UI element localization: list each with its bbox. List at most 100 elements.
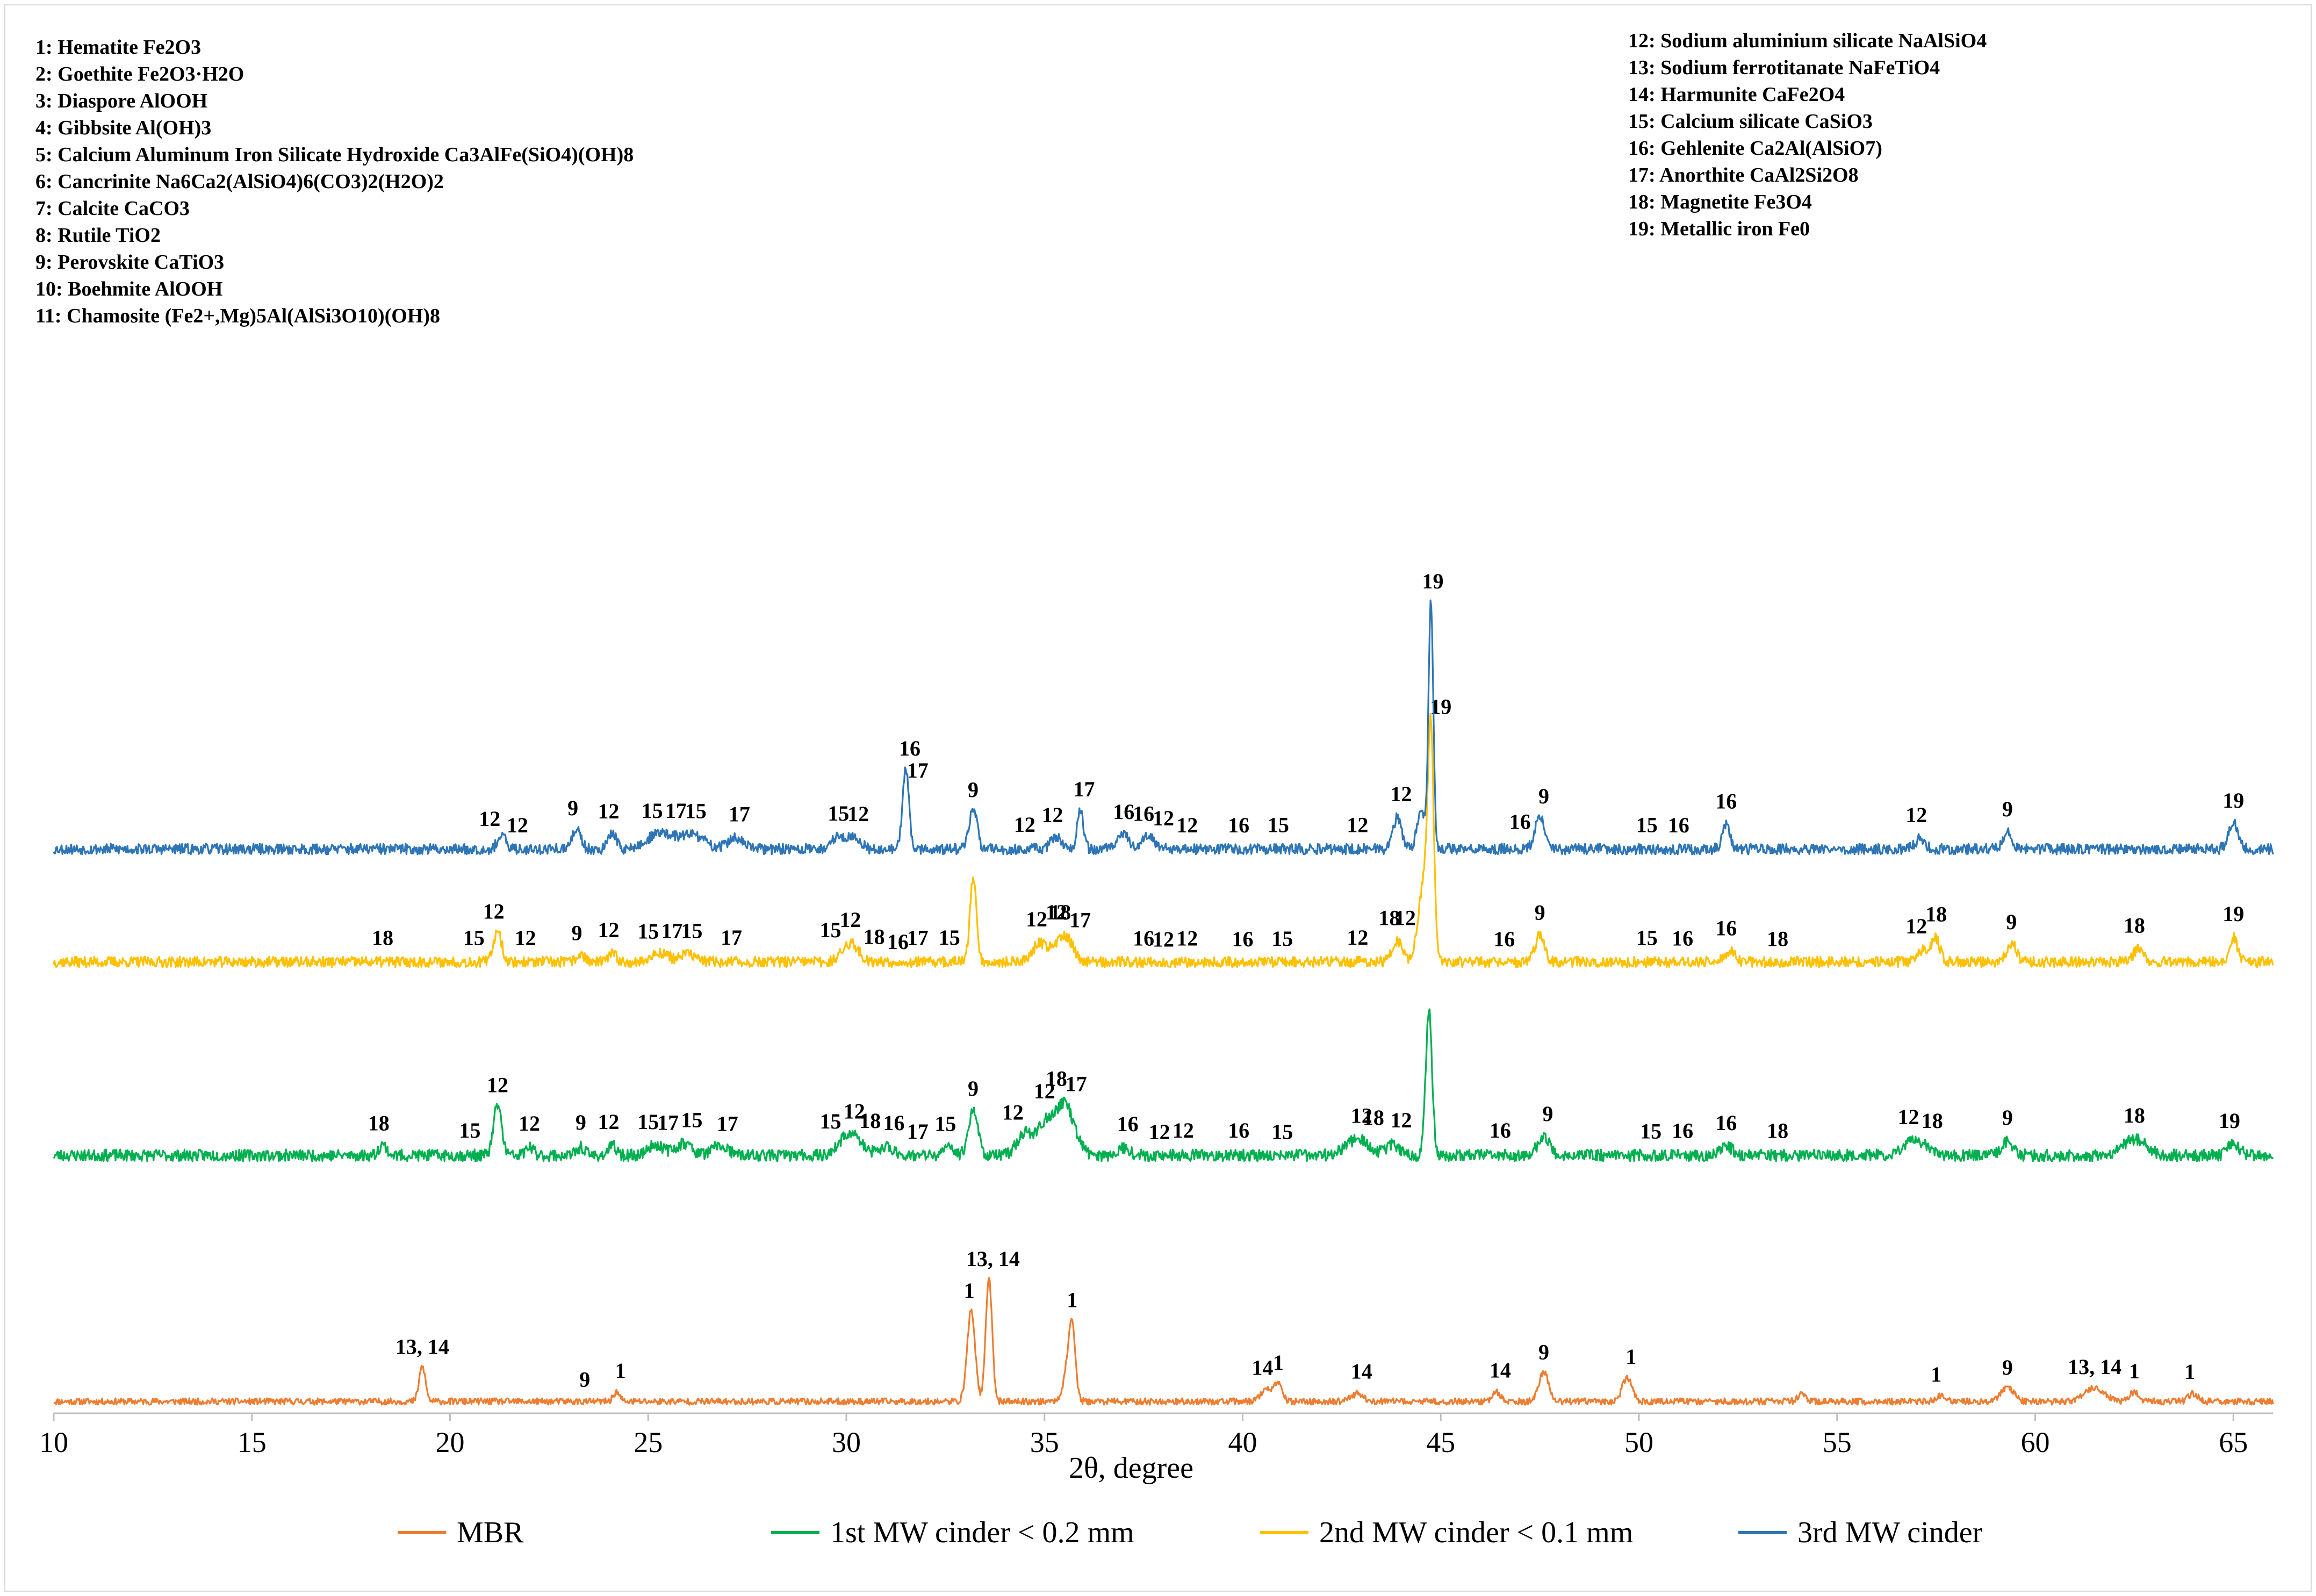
- peak-label: 15: [685, 799, 707, 823]
- peak-label: 15: [1268, 813, 1289, 837]
- peak-label: 12: [519, 1111, 540, 1135]
- peak-label: 12: [1153, 806, 1174, 830]
- peak-label: 15: [1636, 813, 1658, 837]
- x-tick-label: 20: [436, 1426, 465, 1458]
- peak-label: 12: [483, 899, 505, 923]
- peak-label: 12: [1347, 925, 1368, 950]
- phase-legend-left-6: 6: Cancrinite Na6Ca2(AlSiO4)6(CO3)2(H2O)…: [35, 170, 444, 193]
- peak-label: 1: [1273, 1350, 1284, 1375]
- peak-label: 14: [1490, 1358, 1511, 1383]
- peak-label: 15: [934, 1112, 956, 1136]
- peak-label: 19: [2223, 788, 2244, 813]
- peak-label: 12: [1351, 1103, 1372, 1127]
- peak-label: 16: [1228, 1118, 1249, 1142]
- legend-label-2: 2nd MW cinder < 0.1 mm: [1319, 1516, 1633, 1549]
- peak-label: 1: [964, 1278, 975, 1303]
- peak-label: 12: [1046, 900, 1067, 924]
- peak-label: 17: [661, 918, 683, 943]
- peak-label: 12: [598, 799, 620, 823]
- phase-legend-left-11: 11: Chamosite (Fe2+,Mg)5Al(AlSi3O10)(OH)…: [35, 305, 440, 327]
- peak-label: 16: [1133, 926, 1154, 951]
- peak-label: 9: [576, 1110, 586, 1134]
- peak-label: 15: [459, 1118, 480, 1142]
- peak-label: 9: [1535, 901, 1545, 925]
- peak-label: 12: [598, 1110, 620, 1134]
- peak-label: 18: [1049, 900, 1071, 924]
- peak-label: 12: [1176, 926, 1198, 950]
- phase-legend-left-3: 3: Diaspore AlOOH: [35, 90, 207, 112]
- peak-label: 12: [1034, 1079, 1055, 1103]
- peak-label: 18: [2124, 914, 2145, 938]
- peak-label: 17: [717, 1111, 738, 1135]
- phase-legend-left-4: 4: Gibbsite Al(OH)3: [35, 117, 211, 139]
- phase-legend-left-2: 2: Goethite Fe2O3·H2O: [35, 63, 244, 85]
- x-tick-label: 40: [1228, 1426, 1257, 1458]
- phase-legend-right-16: 16: Gehlenite Ca2Al(AlSiO7): [1628, 137, 1882, 160]
- peak-label: 1: [1931, 1362, 1941, 1386]
- peak-label: 18: [859, 1109, 881, 1133]
- peak-label: 12: [507, 813, 528, 837]
- peak-label: 18: [1767, 927, 1788, 951]
- peak-label: 9: [572, 921, 582, 945]
- peak-label: 16: [1509, 810, 1531, 834]
- peak-label: 9: [1542, 1102, 1553, 1126]
- peak-label: 19: [2219, 1109, 2240, 1133]
- peak-label: 12: [839, 908, 861, 932]
- phase-legend-right-19: 19: Metallic iron Fe0: [1628, 218, 1810, 240]
- peak-label: 18: [1378, 906, 1400, 930]
- peak-label: 12: [1391, 1108, 1412, 1132]
- peak-label: 18: [1925, 902, 1947, 926]
- peak-label: 17: [907, 758, 929, 782]
- peak-label: 12: [515, 926, 536, 950]
- peak-label: 9: [1538, 784, 1549, 808]
- phase-legend-left-8: 8: Rutile TiO2: [35, 224, 161, 247]
- peak-label: 18: [1767, 1118, 1788, 1142]
- x-tick-label: 10: [39, 1426, 68, 1458]
- legend-label-1: 1st MW cinder < 0.2 mm: [830, 1516, 1134, 1549]
- series-line-1: [53, 1008, 2274, 1162]
- peak-label: 17: [907, 1119, 929, 1144]
- peak-label: 12: [847, 802, 869, 826]
- x-tick-label: 50: [1624, 1426, 1653, 1458]
- peak-label: 16: [1228, 813, 1249, 837]
- x-tick-label: 30: [832, 1426, 861, 1458]
- peak-label: 16: [1232, 927, 1254, 951]
- series-line-0: [53, 1277, 2274, 1406]
- series-line-2: [53, 713, 2274, 968]
- phase-legend-right-18: 18: Magnetite Fe3O4: [1628, 191, 1812, 213]
- peak-label: 16: [1113, 800, 1134, 824]
- peak-label: 12: [479, 807, 500, 831]
- peak-label: 17: [665, 799, 687, 823]
- phase-legend-right-17: 17: Anorthite CaAl2Si2O8: [1628, 164, 1859, 186]
- peak-label: 15: [828, 801, 849, 825]
- peak-label: 12: [844, 1099, 865, 1124]
- phase-legend-left-10: 10: Boehmite AlOOH: [35, 278, 222, 300]
- x-axis-title: 2θ, degree: [1069, 1451, 1193, 1485]
- peak-label: 18: [368, 1111, 390, 1135]
- peak-label: 15: [1640, 1119, 1662, 1144]
- peak-label: 16: [899, 736, 920, 760]
- peak-label: 16: [1117, 1112, 1139, 1136]
- peak-label: 15: [642, 799, 663, 823]
- peak-label: 9: [2002, 1355, 2013, 1379]
- x-tick-label: 65: [2219, 1426, 2248, 1458]
- phase-legend-left-5: 5: Calcium Aluminum Iron Silicate Hydrox…: [35, 143, 634, 166]
- peak-label: 17: [1066, 1072, 1087, 1096]
- legend-label-0: MBR: [457, 1516, 524, 1549]
- peak-label: 1: [615, 1358, 626, 1383]
- peak-label: 12: [1394, 906, 1416, 930]
- peak-label: 18: [1363, 1105, 1384, 1130]
- peak-label: 16: [883, 1111, 905, 1135]
- phase-legend-left-9: 9: Perovskite CaTiO3: [35, 251, 224, 274]
- chart-frame: [4, 4, 2312, 1592]
- peak-label: 15: [820, 1109, 841, 1133]
- peak-label: 12: [1173, 1118, 1194, 1142]
- peak-label: 1: [1625, 1345, 1636, 1369]
- peak-label: 12: [1391, 782, 1412, 806]
- peak-label: 15: [1271, 926, 1293, 951]
- peak-label: 9: [968, 778, 979, 802]
- peak-label: 18: [372, 926, 393, 950]
- peak-label: 12: [1002, 1101, 1024, 1125]
- peak-label: 12: [1042, 803, 1063, 827]
